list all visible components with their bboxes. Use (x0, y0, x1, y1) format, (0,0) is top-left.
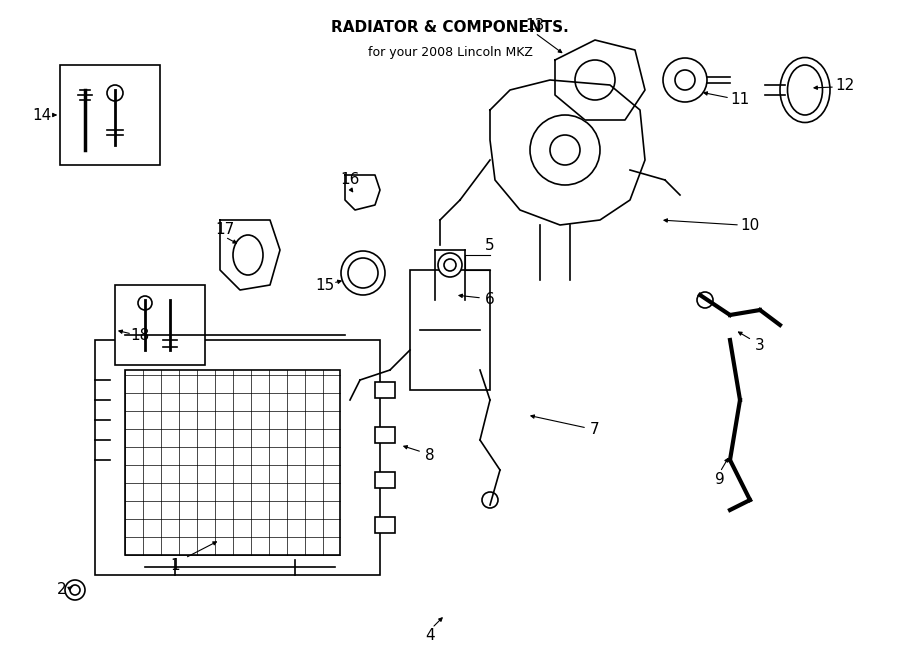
Text: 1: 1 (170, 557, 180, 572)
Circle shape (70, 585, 80, 595)
Circle shape (444, 259, 456, 271)
Text: 13: 13 (526, 17, 544, 32)
Circle shape (697, 292, 713, 308)
Ellipse shape (780, 58, 830, 122)
Text: 4: 4 (425, 627, 435, 642)
Text: RADIATOR & COMPONENTS.: RADIATOR & COMPONENTS. (331, 20, 569, 35)
Text: 12: 12 (835, 77, 855, 93)
Circle shape (482, 492, 498, 508)
Circle shape (65, 580, 85, 600)
Circle shape (348, 258, 378, 288)
Text: 8: 8 (425, 447, 435, 463)
Circle shape (341, 251, 385, 295)
Text: 6: 6 (485, 293, 495, 307)
Text: 3: 3 (755, 338, 765, 352)
Bar (375, 427, 395, 443)
Text: 17: 17 (215, 223, 235, 237)
Text: 16: 16 (340, 173, 360, 188)
Text: 9: 9 (716, 473, 724, 488)
Bar (60, 65, 160, 165)
Circle shape (138, 296, 152, 310)
Circle shape (550, 135, 580, 165)
Bar (375, 472, 395, 488)
Bar (115, 285, 205, 365)
Text: 14: 14 (32, 108, 51, 122)
Circle shape (675, 70, 695, 90)
Text: 10: 10 (741, 217, 760, 233)
Text: 5: 5 (485, 237, 495, 253)
Bar (95, 340, 380, 575)
Ellipse shape (788, 65, 823, 115)
Text: 15: 15 (315, 278, 335, 293)
Polygon shape (220, 220, 280, 290)
Bar (375, 382, 395, 398)
Polygon shape (490, 80, 645, 225)
Text: 7: 7 (590, 422, 599, 438)
Text: 18: 18 (130, 327, 149, 342)
Polygon shape (345, 175, 380, 210)
Text: for your 2008 Lincoln MKZ: for your 2008 Lincoln MKZ (367, 46, 533, 59)
Text: 11: 11 (731, 93, 750, 108)
Polygon shape (555, 40, 645, 120)
Circle shape (438, 253, 462, 277)
Circle shape (575, 60, 615, 100)
Circle shape (663, 58, 707, 102)
Bar (410, 270, 490, 390)
Circle shape (107, 85, 123, 101)
Circle shape (530, 115, 600, 185)
Bar (375, 517, 395, 533)
Text: 2: 2 (58, 582, 67, 598)
Ellipse shape (233, 235, 263, 275)
Bar (125, 370, 340, 555)
